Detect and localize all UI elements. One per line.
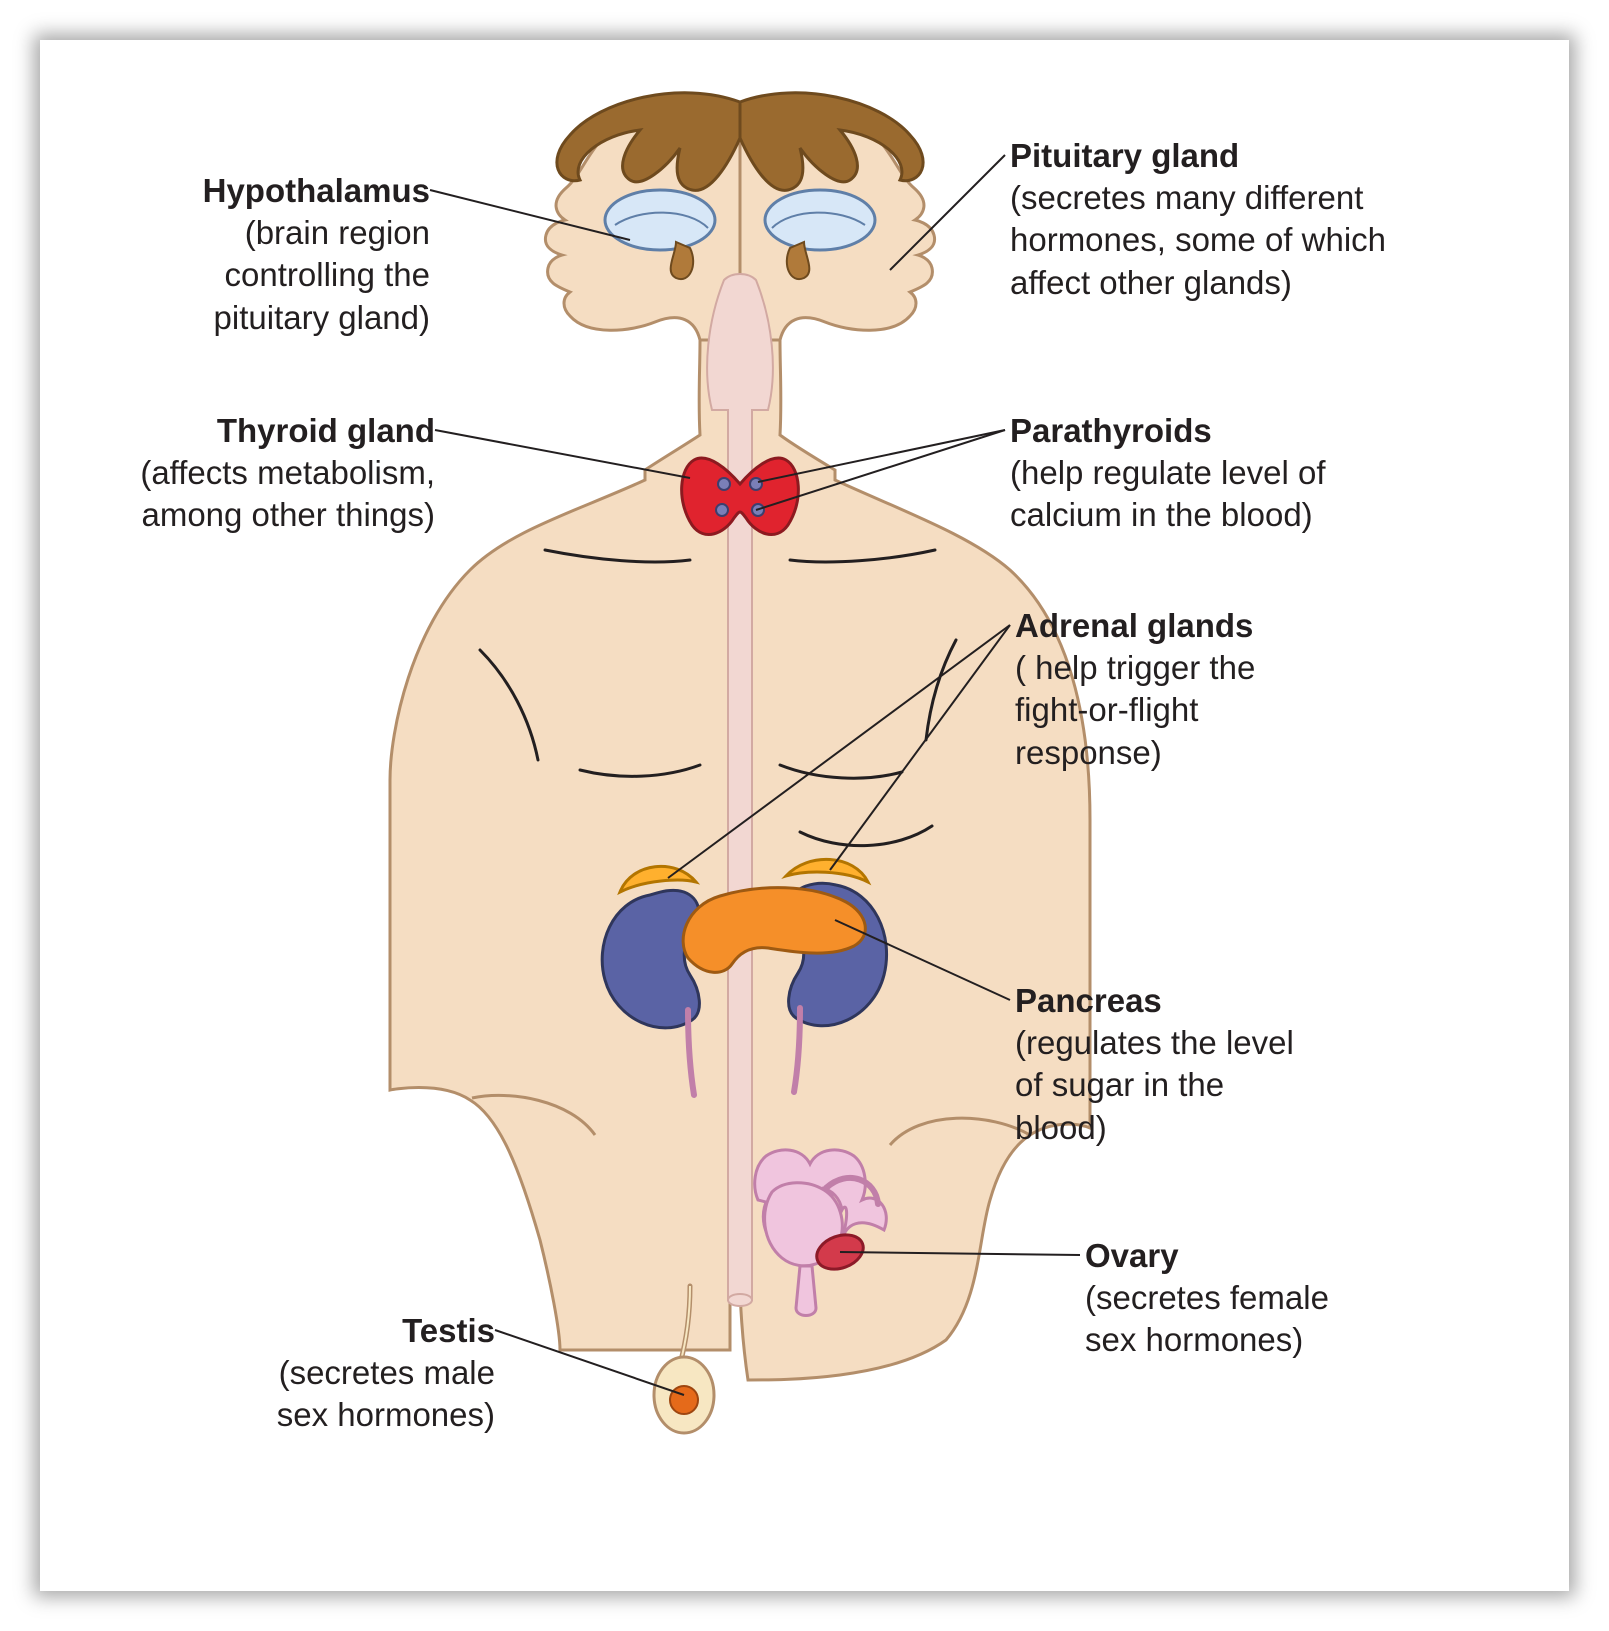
- label-title: Pancreas: [1015, 982, 1162, 1019]
- label-desc: ( help trigger the fight-or-flight respo…: [1015, 649, 1255, 770]
- label-desc: (help regulate level of calcium in the b…: [1010, 454, 1326, 533]
- label-parathyroids: Parathyroids (help regulate level of cal…: [1010, 410, 1370, 537]
- label-desc: (secretes female sex hormones): [1085, 1279, 1329, 1358]
- label-thyroid: Thyroid gland (affects metabolism, among…: [100, 410, 435, 537]
- label-desc: (brain region controlling the pituitary …: [214, 214, 430, 335]
- label-desc: (secretes male sex hormones): [277, 1354, 495, 1433]
- label-testis: Testis (secretes male sex hormones): [235, 1310, 495, 1437]
- label-title: Parathyroids: [1010, 412, 1212, 449]
- label-pancreas: Pancreas (regulates the level of sugar i…: [1015, 980, 1315, 1149]
- label-adrenal: Adrenal glands ( help trigger the fight-…: [1015, 605, 1335, 774]
- label-title: Ovary: [1085, 1237, 1179, 1274]
- label-title: Pituitary gland: [1010, 137, 1239, 174]
- label-desc: (regulates the level of sugar in the blo…: [1015, 1024, 1294, 1145]
- label-desc: (affects metabolism, among other things): [140, 454, 435, 533]
- diagram-panel: Hypothalamus (brain region controlling t…: [40, 40, 1569, 1591]
- label-title: Thyroid gland: [217, 412, 435, 449]
- label-desc: (secretes many different hormones, some …: [1010, 179, 1386, 300]
- label-hypothalamus: Hypothalamus (brain region controlling t…: [110, 170, 430, 339]
- page: Hypothalamus (brain region controlling t…: [0, 0, 1609, 1631]
- label-title: Adrenal glands: [1015, 607, 1253, 644]
- label-pituitary: Pituitary gland (secretes many different…: [1010, 135, 1400, 304]
- label-ovary: Ovary (secretes female sex hormones): [1085, 1235, 1385, 1362]
- label-title: Hypothalamus: [203, 172, 430, 209]
- label-title: Testis: [402, 1312, 495, 1349]
